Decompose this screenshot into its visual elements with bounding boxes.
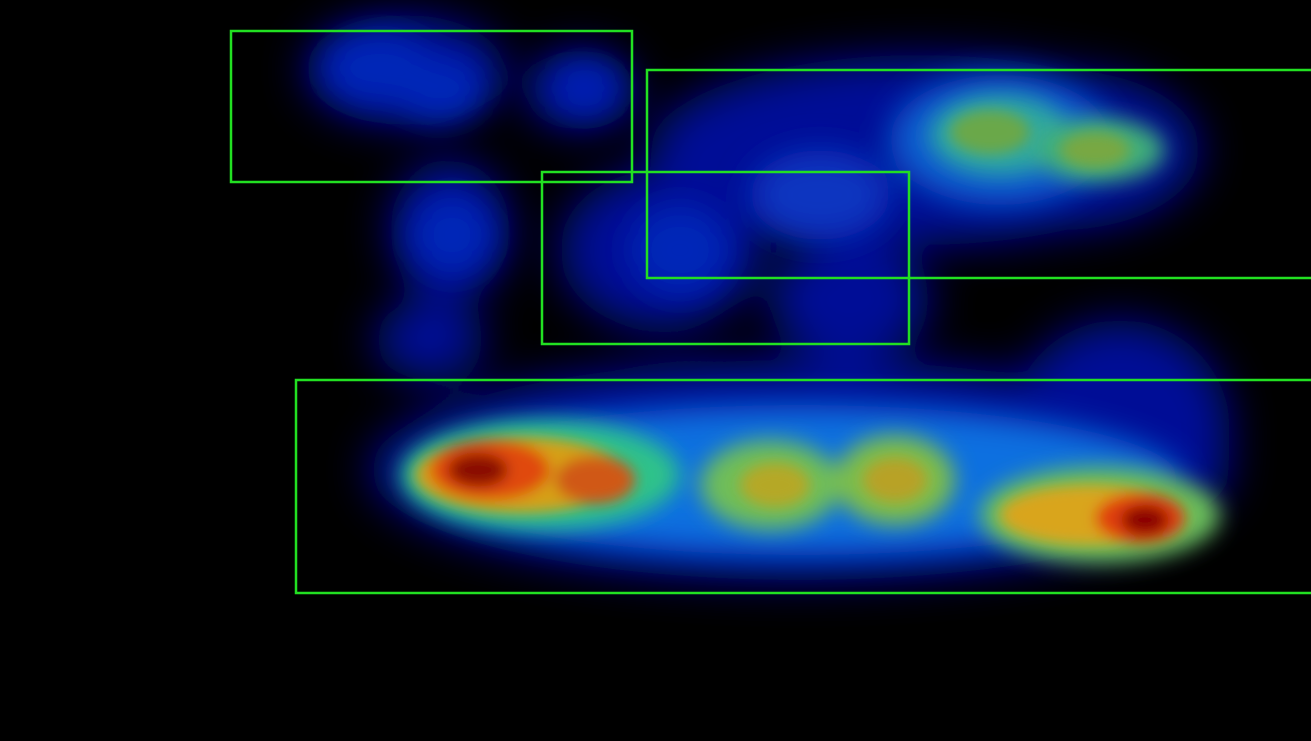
heat-blob: [750, 150, 890, 240]
heat-blob: [1060, 132, 1130, 168]
heat-layer-hot: [415, 110, 1185, 545]
heat-blob: [1121, 505, 1169, 535]
bounding-box-bottom: [294, 378, 1311, 595]
bounding-box-top-left: [229, 29, 634, 184]
heat-blob: [950, 110, 1030, 154]
bounding-box-top-right: [645, 68, 1311, 280]
heat-blob: [375, 300, 485, 380]
heat-blob: [448, 453, 508, 487]
heat-blob: [863, 458, 927, 502]
bounding-box-center: [540, 170, 911, 346]
heat-blob: [770, 240, 930, 360]
heat-blob: [630, 205, 730, 295]
heat-blob: [550, 63, 620, 113]
heat-blob: [412, 195, 492, 275]
heat-blob: [740, 463, 810, 507]
bounding-boxes: [229, 29, 1311, 595]
heat-blob: [395, 56, 485, 120]
heat-blob: [555, 456, 635, 504]
